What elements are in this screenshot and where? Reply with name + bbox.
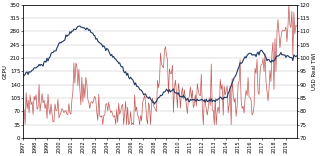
Y-axis label: USD Real TWI: USD Real TWI <box>312 53 317 90</box>
Y-axis label: GEPU: GEPU <box>3 64 8 79</box>
